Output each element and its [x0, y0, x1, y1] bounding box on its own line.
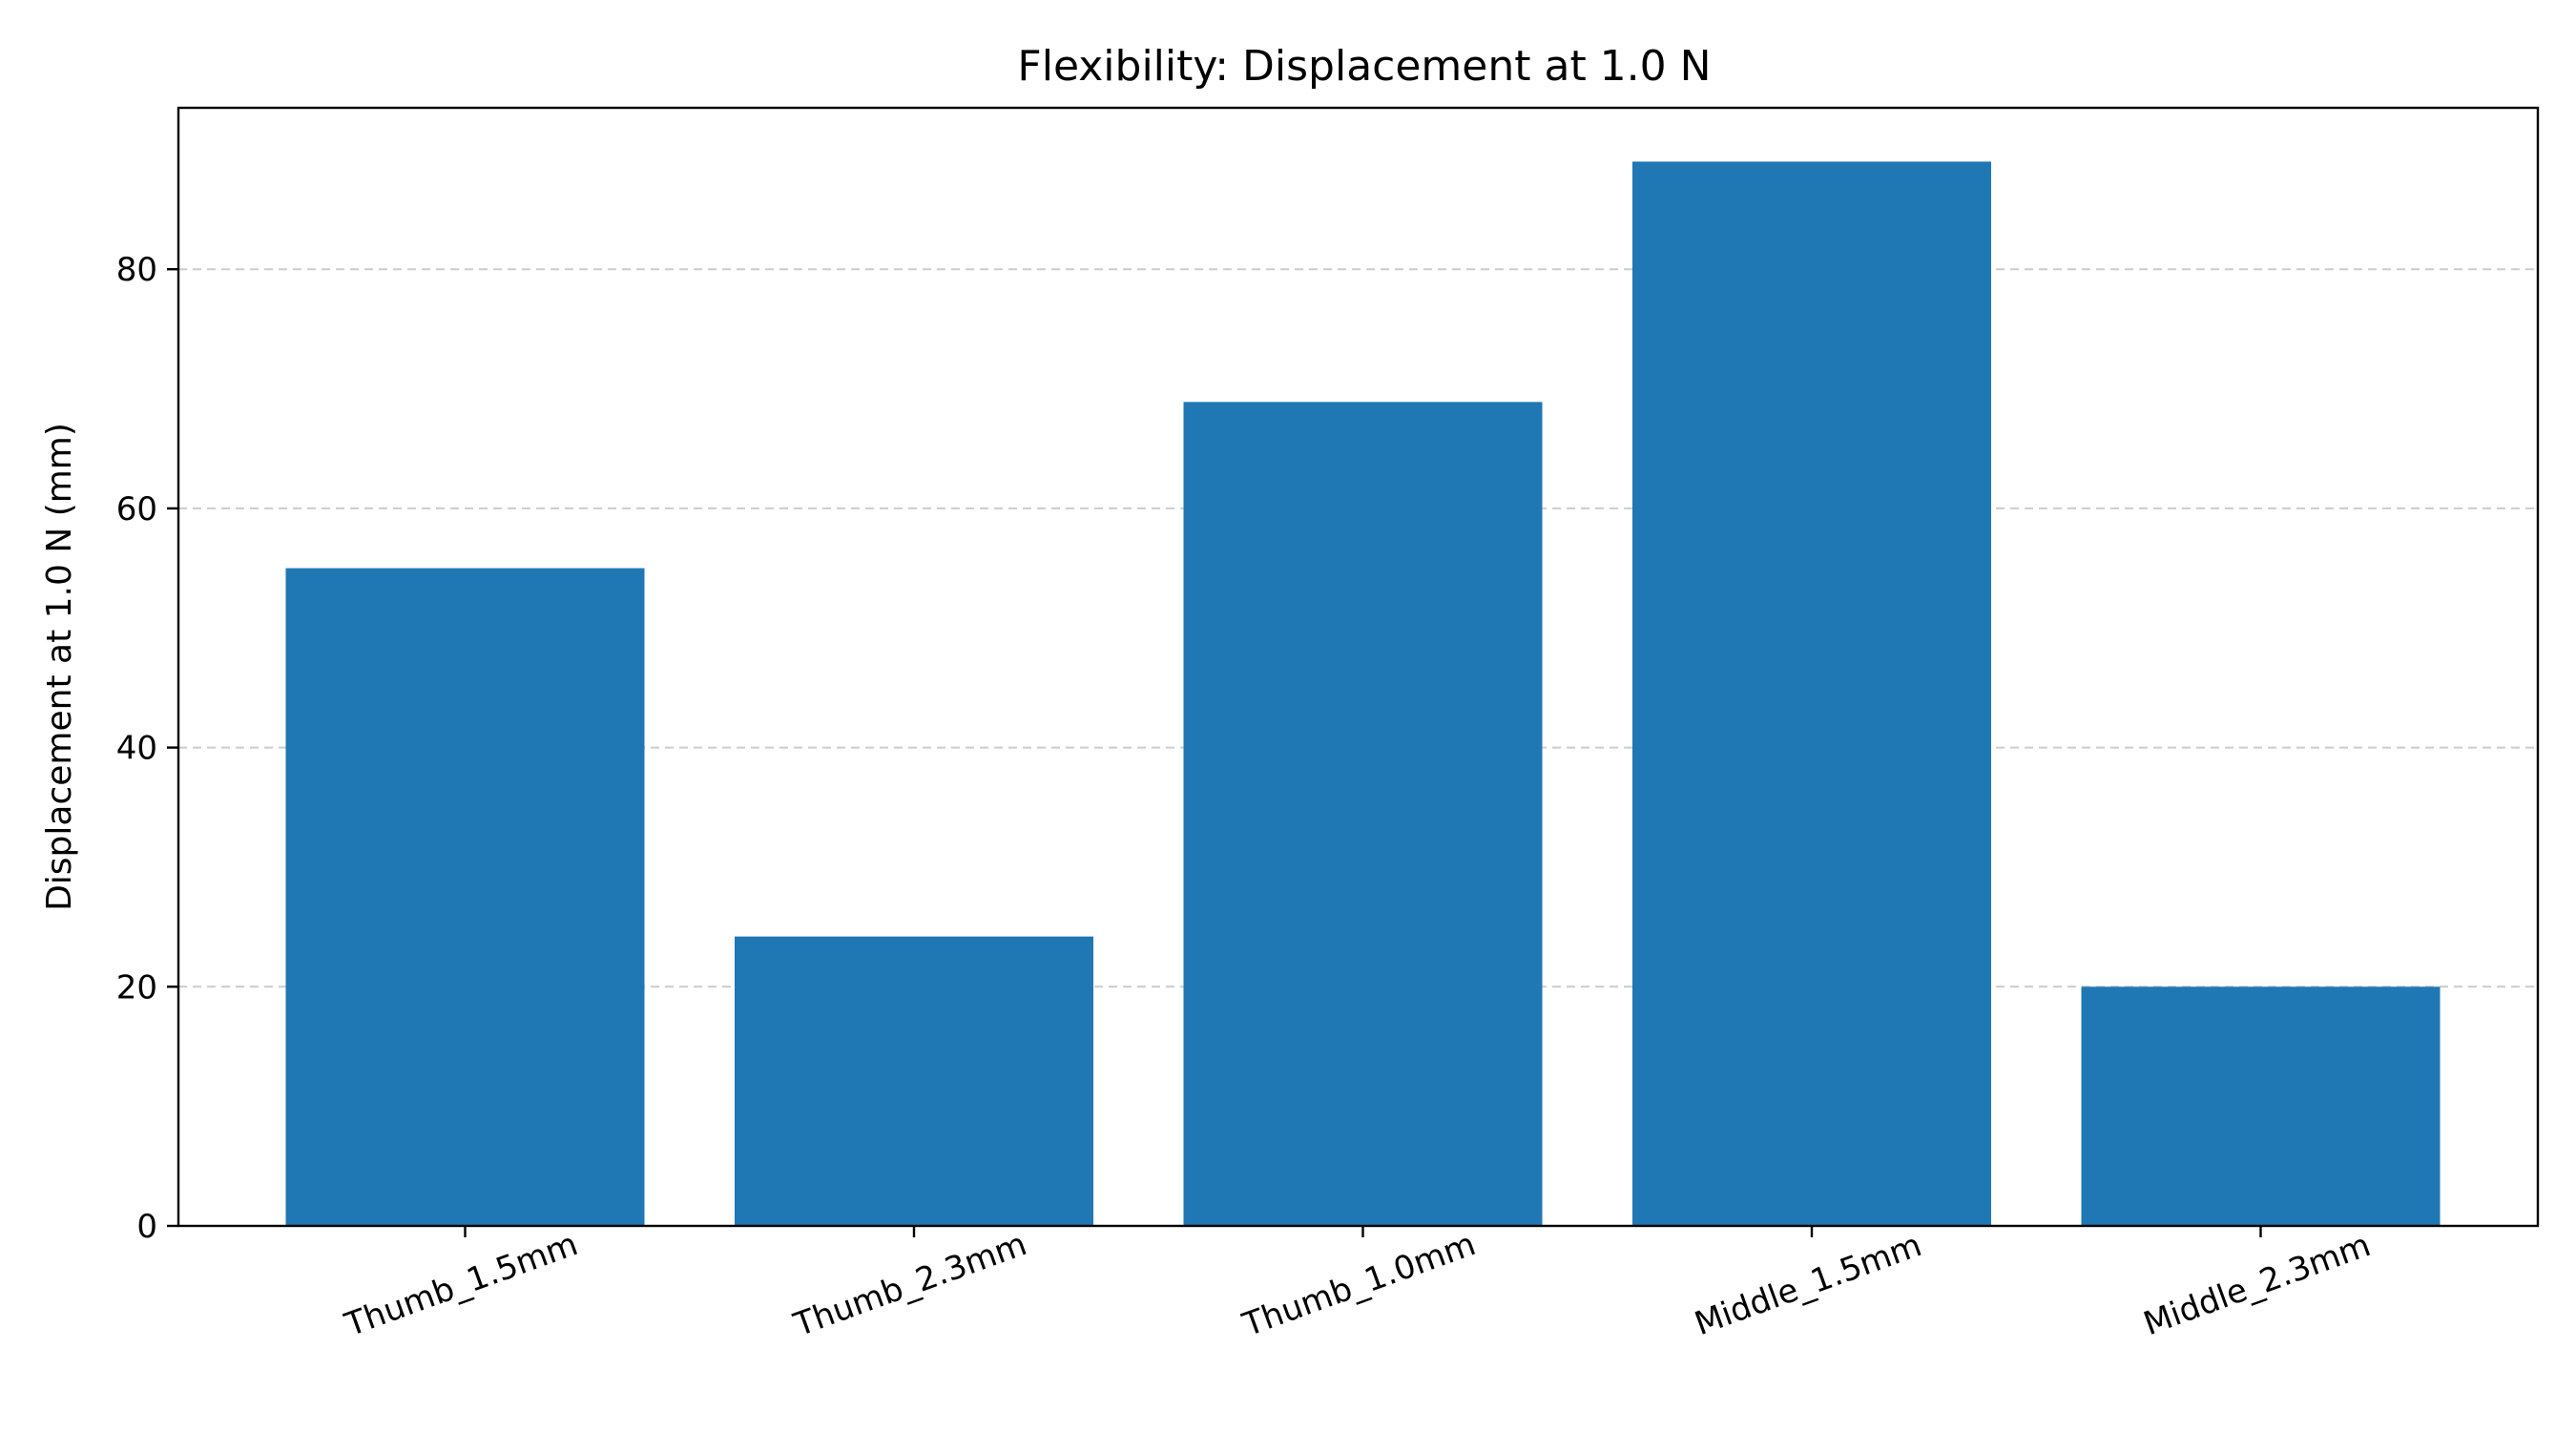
bar-middle-1-5mm [1632, 161, 1991, 1227]
bar-middle-2-3mm [2081, 986, 2441, 1226]
y-tick-label: 0 [136, 1208, 157, 1246]
bar-thumb-2-3mm [735, 936, 1093, 1226]
y-axis: 0 20 40 60 80 [116, 251, 178, 1246]
plot-frame [177, 106, 2540, 1228]
bar-thumb-1-5mm [285, 568, 645, 1226]
y-tick-label: 40 [116, 730, 157, 768]
bar-thumb-1-0mm [1183, 402, 1543, 1226]
y-tick-label: 80 [116, 251, 157, 289]
y-tick-label: 20 [116, 968, 157, 1006]
y-axis-label: Displacement at 1.0 N (mm) [40, 423, 79, 911]
chart-title: Flexibility: Displacement at 1.0 N [1017, 42, 1711, 91]
bars [285, 161, 2441, 1227]
y-tick-label: 60 [116, 490, 157, 529]
